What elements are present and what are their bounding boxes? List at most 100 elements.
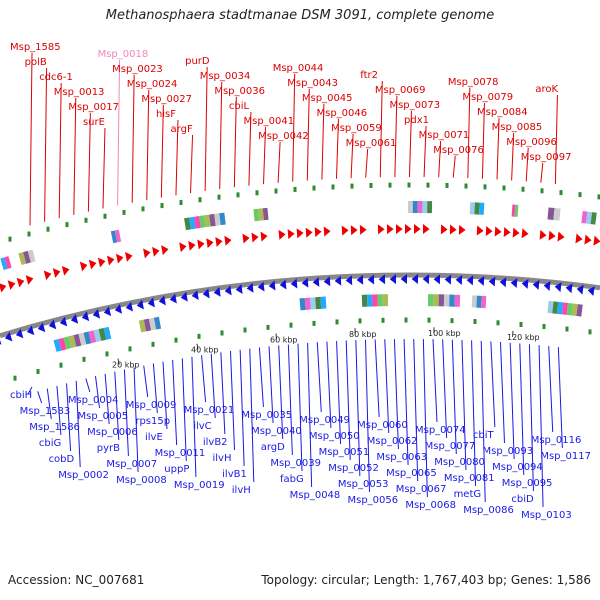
reverse-gene-arrow [92, 308, 101, 319]
forward-gene-arrow [106, 255, 115, 266]
reverse-gene-label: ilvB1 [222, 469, 247, 480]
track-marker [381, 317, 385, 323]
reverse-gene-arrow [378, 274, 386, 285]
reverse-gene-label: cobD [49, 454, 75, 465]
gene-leader-line [277, 141, 281, 183]
forward-gene-arrow [278, 229, 286, 240]
gene-leader-line [403, 338, 409, 466]
feature-block [199, 215, 206, 228]
reverse-gene-label: Msp_0065 [386, 468, 437, 479]
gene-leader-line [467, 87, 471, 179]
reverse-gene-arrow [389, 274, 397, 285]
gene-leader-line [27, 386, 33, 395]
feature-block [585, 211, 593, 225]
feature-block [194, 216, 201, 229]
forward-gene-label: surE [83, 117, 105, 128]
feature-block [407, 201, 413, 214]
feature-block [471, 295, 477, 308]
forward-gene-label: Msp_0097 [521, 152, 572, 163]
feature-block [88, 330, 97, 344]
forward-gene-arrow [161, 245, 169, 256]
reverse-gene-arrow [158, 295, 166, 306]
forward-gene-arrow [115, 253, 124, 264]
forward-gene-arrow [593, 235, 600, 246]
gene-leader-line [336, 340, 342, 445]
forward-gene-arrow [251, 232, 259, 243]
reverse-gene-arrow [334, 275, 342, 286]
gene-leader-line [104, 373, 110, 425]
forward-gene-arrow [494, 226, 502, 237]
track-marker [369, 183, 373, 189]
forward-gene-label: Msp_1585 [10, 42, 61, 53]
reverse-gene-label: argD [261, 442, 285, 453]
gene-leader-line [538, 345, 544, 508]
feature-block [138, 319, 147, 333]
feature-block [576, 304, 583, 317]
track-marker [427, 317, 431, 323]
reverse-gene-label: Msp_0053 [338, 479, 389, 490]
reverse-gene-label: Msp_0048 [290, 490, 341, 501]
forward-gene-label: Msp_0078 [448, 77, 499, 88]
gene-leader-line [85, 378, 91, 393]
track-marker [151, 341, 155, 347]
reverse-gene-label: cbiH [10, 390, 32, 401]
forward-gene-label: Msp_0042 [258, 131, 309, 142]
track-marker [46, 226, 50, 232]
gene-leader-line [29, 52, 33, 226]
reverse-gene-label: Msp_0103 [521, 510, 572, 521]
reverse-gene-label: ilvH [232, 485, 251, 496]
reverse-gene-label: Msp_1583 [20, 406, 71, 417]
track-marker [179, 200, 183, 206]
track-marker [197, 333, 201, 339]
feature-block [209, 213, 216, 227]
forward-gene-arrow [575, 233, 583, 244]
feature-block [367, 294, 373, 307]
forward-gene-label: ftr2 [360, 70, 378, 81]
gene-leader-line [413, 338, 419, 482]
feature-block [561, 302, 569, 315]
feature-block [68, 335, 77, 349]
forward-gene-arrow [197, 239, 205, 250]
gene-leader-line [461, 339, 467, 471]
reverse-gene-label: Msp_0007 [106, 459, 157, 470]
gene-leader-line [46, 388, 52, 420]
gene-leader-line [56, 385, 62, 436]
gene-leader-line [379, 80, 383, 178]
forward-gene-arrow [476, 225, 484, 236]
feature-block [204, 214, 211, 228]
forward-gene-arrow [512, 227, 520, 238]
reverse-gene-label: Msp_0093 [483, 446, 534, 457]
forward-gene-arrow [287, 229, 295, 240]
feature-block [427, 294, 434, 307]
feature-block [4, 256, 12, 269]
reverse-gene-label: Msp_0049 [299, 415, 350, 426]
track-marker [198, 197, 202, 203]
feature-block [23, 250, 31, 264]
scale-label: 80 kbp [349, 330, 377, 339]
gene-leader-line [540, 162, 544, 183]
gene-leader-line [525, 147, 529, 182]
reverse-gene-arrow [477, 275, 485, 286]
gene-leader-line [201, 355, 207, 403]
forward-gene-label: aroK [535, 84, 558, 95]
track-marker [274, 188, 278, 194]
feature-block [214, 213, 221, 226]
track-marker [27, 231, 31, 237]
track-marker [217, 194, 221, 200]
reverse-gene-arrow [224, 285, 232, 296]
reverse-gene-arrow [290, 278, 298, 289]
track-marker [122, 209, 126, 215]
gene-leader-line [133, 367, 139, 473]
reverse-gene-arrow [400, 274, 408, 285]
reverse-gene-arrow [433, 274, 441, 285]
feature-block [299, 297, 306, 311]
forward-gene-label: Msp_0041 [244, 116, 295, 127]
forward-gene-arrow [152, 246, 160, 257]
track-marker [293, 186, 297, 192]
reverse-gene-arrow [191, 290, 199, 300]
reverse-gene-label: Msp_0095 [502, 478, 553, 489]
forward-gene-label: Msp_0096 [506, 137, 557, 148]
feature-block [469, 202, 475, 215]
forward-gene-label: Msp_0076 [433, 145, 484, 156]
track-marker [578, 192, 582, 198]
